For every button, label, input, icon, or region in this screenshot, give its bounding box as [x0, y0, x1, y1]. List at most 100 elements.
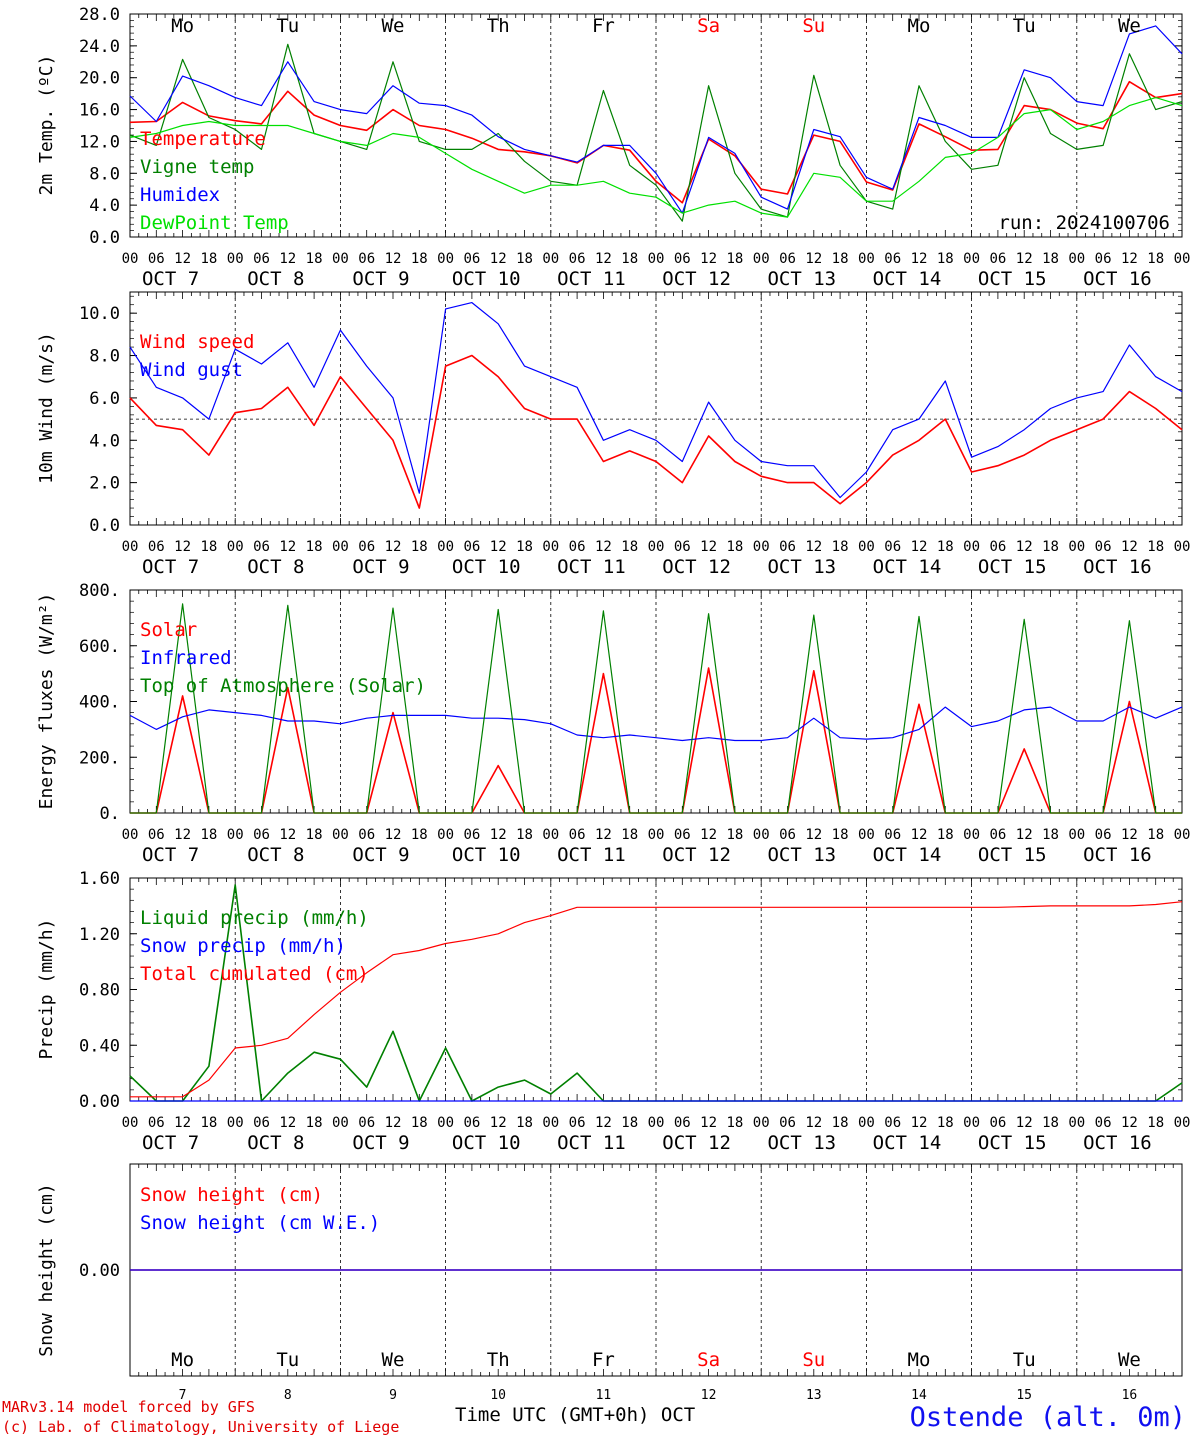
hour-tick-label: 00: [122, 539, 139, 555]
hour-tick-label: 00: [963, 827, 980, 843]
day-label: Tu: [1013, 15, 1036, 37]
hour-tick-label: 12: [911, 827, 928, 843]
y-tick-label: 10.0: [79, 304, 120, 324]
hour-tick-label: 06: [463, 827, 480, 843]
date-label: OCT 11: [557, 556, 626, 578]
panel-temp: [129, 13, 1183, 238]
legend-entry: Snow height (cm W.E.): [140, 1212, 380, 1234]
hour-tick-label: 06: [1095, 827, 1112, 843]
date-label: OCT 7: [142, 556, 199, 578]
hour-tick-label: 18: [411, 251, 428, 267]
day-number: 10: [490, 1388, 506, 1403]
panel-energy: [129, 589, 1183, 814]
hour-tick-label: 00: [437, 1115, 454, 1131]
hour-tick-label: 06: [989, 1115, 1006, 1131]
legend-entry: DewPoint Temp: [140, 212, 289, 234]
hour-tick-label: 12: [911, 539, 928, 555]
hour-tick-label: 18: [411, 827, 428, 843]
y-tick-label: 1.20: [79, 925, 120, 945]
hour-tick-label: 06: [463, 251, 480, 267]
hour-tick-label: 18: [1147, 827, 1164, 843]
hour-tick-label: 12: [385, 539, 402, 555]
hour-tick-label: 12: [279, 827, 296, 843]
hour-tick-label: 00: [963, 251, 980, 267]
y-tick-label: 0.00: [79, 1261, 120, 1281]
hour-tick-label: 00: [542, 539, 559, 555]
hour-tick-label: 00: [437, 251, 454, 267]
hour-tick-label: 06: [358, 251, 375, 267]
hour-tick-label: 18: [516, 827, 533, 843]
date-label: OCT 10: [452, 556, 521, 578]
x-axis-title: Time UTC (GMT+0h) OCT: [455, 1404, 696, 1426]
hour-tick-label: 18: [937, 251, 954, 267]
day-label: Sa: [697, 15, 720, 37]
hour-tick-label: 06: [253, 1115, 270, 1131]
hour-tick-label: 06: [674, 827, 691, 843]
date-label: OCT 13: [767, 1132, 836, 1154]
hour-tick-label: 00: [122, 1115, 139, 1131]
hour-tick-label: 06: [674, 251, 691, 267]
y-tick-label: 0.00: [79, 1092, 120, 1112]
hour-tick-label: 06: [148, 1115, 165, 1131]
hour-tick-label: 18: [306, 251, 323, 267]
hour-tick-label: 18: [200, 251, 217, 267]
date-label: OCT 13: [767, 556, 836, 578]
series-line-wind-speed: [129, 354, 1183, 509]
y-tick-label: 800.: [79, 581, 120, 601]
day-label: Fr: [592, 1349, 615, 1371]
hour-tick-label: 06: [989, 539, 1006, 555]
legend-entry: Snow height (cm): [140, 1184, 323, 1206]
day-label: We: [1118, 15, 1141, 37]
hour-tick-label: 18: [832, 251, 849, 267]
series-line-wind-gust: [129, 302, 1183, 499]
hour-tick-label: 06: [148, 251, 165, 267]
hour-tick-label: 18: [1147, 539, 1164, 555]
legend-entry: Infrared: [140, 647, 232, 669]
day-label: Tu: [276, 1349, 299, 1371]
hour-tick-label: 12: [805, 539, 822, 555]
hour-tick-label: 06: [779, 251, 796, 267]
hour-tick-label: 06: [569, 251, 586, 267]
hour-tick-label: 06: [569, 827, 586, 843]
hour-tick-label: 06: [253, 539, 270, 555]
date-label: OCT 14: [873, 844, 942, 866]
hour-tick-label: 12: [700, 1115, 717, 1131]
day-label: We: [382, 15, 405, 37]
date-label: OCT 14: [873, 268, 942, 290]
legend-entry: Solar: [140, 619, 197, 641]
date-label: OCT 9: [352, 844, 409, 866]
date-label: OCT 16: [1083, 1132, 1152, 1154]
date-label: OCT 8: [247, 268, 304, 290]
date-label: OCT 10: [452, 268, 521, 290]
hour-tick-label: 00: [858, 1115, 875, 1131]
hour-tick-label: 00: [542, 1115, 559, 1131]
series-line-infrared: [129, 706, 1183, 742]
hour-tick-label: 18: [200, 539, 217, 555]
date-label: OCT 7: [142, 1132, 199, 1154]
hour-tick-label: 12: [490, 827, 507, 843]
run-label: run: 2024100706: [998, 212, 1170, 234]
date-label: OCT 16: [1083, 556, 1152, 578]
hour-tick-label: 06: [358, 539, 375, 555]
day-label: Mo: [171, 1349, 194, 1371]
y-tick-label: 600.: [79, 637, 120, 657]
legend-entry: Top of Atmosphere (Solar): [140, 675, 426, 697]
hour-tick-label: 18: [306, 827, 323, 843]
hour-tick-label: 12: [1016, 827, 1033, 843]
y-tick-label: 0.40: [79, 1036, 120, 1056]
y-axis-title: 2m Temp. (ºC): [36, 55, 57, 196]
day-label: Mo: [171, 15, 194, 37]
hour-tick-label: 00: [542, 251, 559, 267]
date-label: OCT 13: [767, 268, 836, 290]
hour-tick-label: 06: [463, 1115, 480, 1131]
hour-tick-label: 00: [542, 827, 559, 843]
hour-tick-label: 12: [911, 251, 928, 267]
date-label: OCT 15: [978, 556, 1047, 578]
date-label: OCT 12: [662, 556, 731, 578]
hour-tick-label: 12: [805, 251, 822, 267]
date-label: OCT 10: [452, 1132, 521, 1154]
date-label: OCT 16: [1083, 268, 1152, 290]
y-tick-label: 4.0: [89, 196, 120, 216]
hour-tick-label: 12: [174, 1115, 191, 1131]
hour-tick-label: 12: [911, 1115, 928, 1131]
